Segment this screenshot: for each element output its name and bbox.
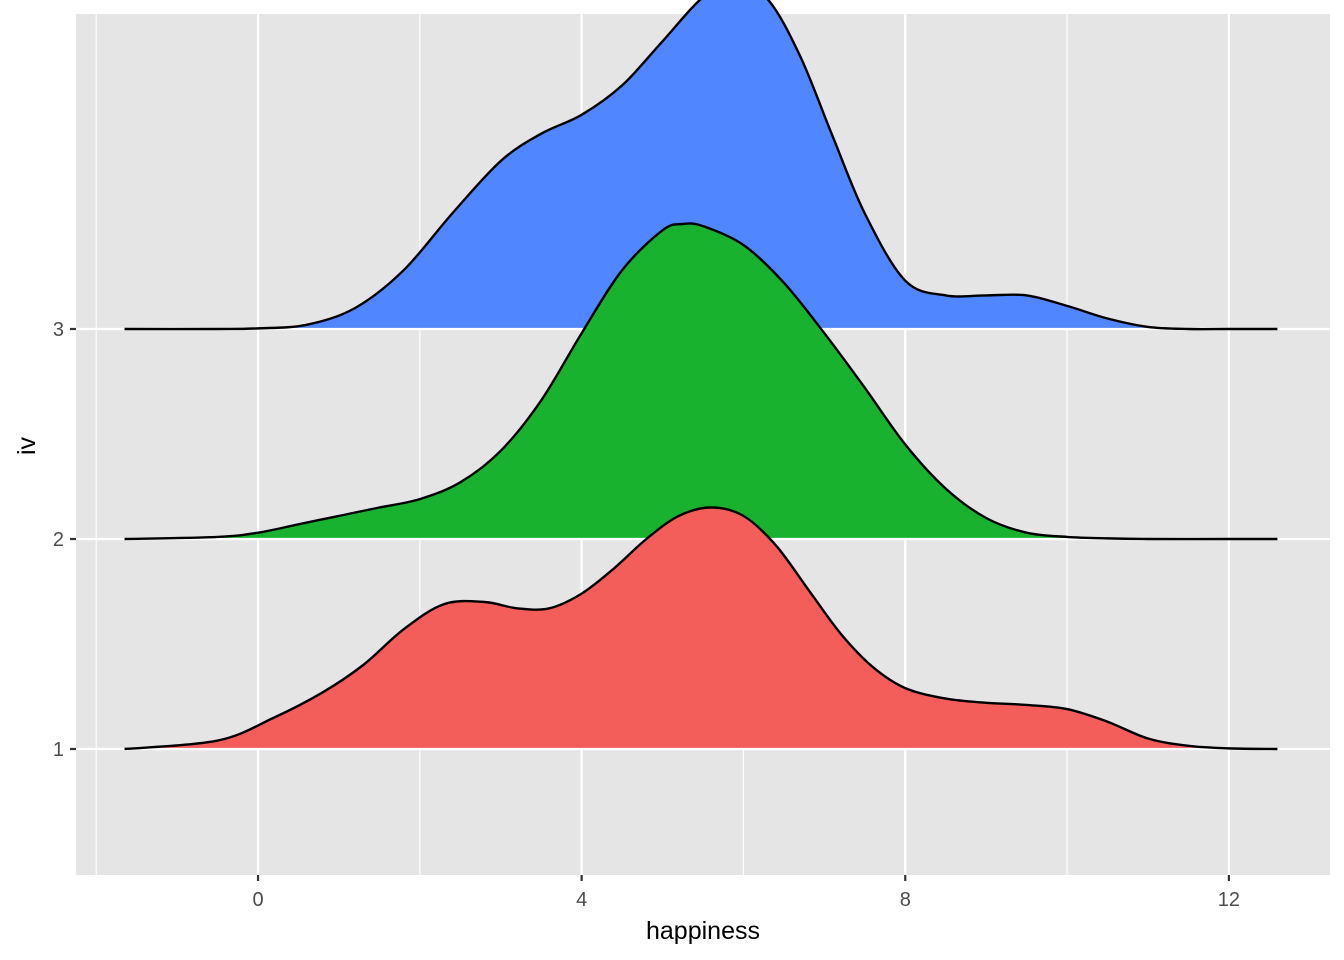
x-tick-label: 8 <box>900 889 911 911</box>
x-tick-label: 12 <box>1218 889 1240 911</box>
y-tick-label: 3 <box>53 319 64 341</box>
y-tick-label: 2 <box>53 529 64 551</box>
ridge-outline-iv-3 <box>124 0 1278 331</box>
x-tick-label: 0 <box>252 889 263 911</box>
ridge-fill-iv-3 <box>124 0 1278 330</box>
x-axis-title: happiness <box>646 917 760 945</box>
x-tick-label: 4 <box>576 889 587 911</box>
y-axis: 1 2 3 <box>53 319 76 761</box>
ridge-outline-iv-1 <box>124 506 1278 751</box>
ridge-fill-iv-2 <box>124 223 1278 540</box>
y-tick-label: 1 <box>53 739 64 761</box>
ridges <box>124 0 1278 751</box>
ridge-fill-iv-1 <box>124 507 1278 749</box>
ridge-iv-1 <box>124 506 1278 751</box>
y-axis-title: iv <box>13 436 41 455</box>
x-axis: 0 4 8 12 <box>252 875 1240 911</box>
ridge-outline-iv-2 <box>124 222 1278 541</box>
